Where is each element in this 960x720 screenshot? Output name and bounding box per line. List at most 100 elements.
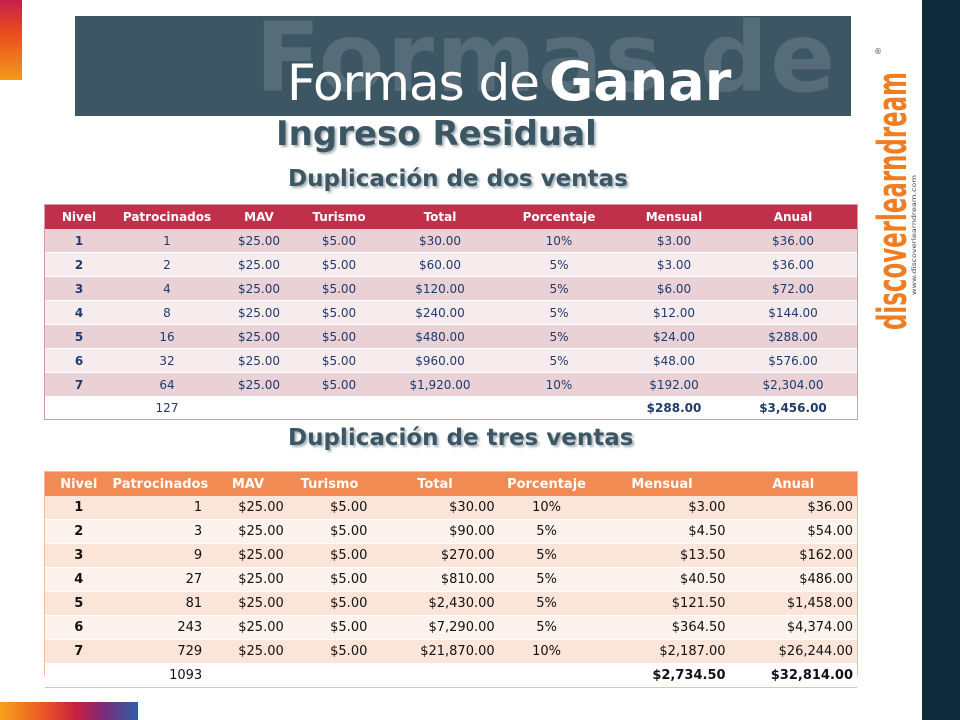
cell-total: $240.00 bbox=[381, 300, 499, 325]
discoverlearndream-logo: discoverlearndream www.discoverlearndrea… bbox=[870, 47, 918, 330]
cell-porcentaje: 10% bbox=[498, 496, 595, 520]
cell-mensual: $6.00 bbox=[619, 276, 729, 301]
cell-patrocinados: 16 bbox=[113, 324, 221, 349]
table-row: 7 729 $25.00 $5.00 $21,870.00 10% $2,187.00 $26… bbox=[45, 639, 857, 664]
cell-porcentaje: 10% bbox=[499, 372, 619, 397]
banner-title-part1: Formas de bbox=[287, 54, 540, 112]
cell-mensual: $40.50 bbox=[594, 567, 730, 592]
col-nivel: Nivel bbox=[45, 472, 113, 496]
cell-mensual: $192.00 bbox=[619, 372, 729, 397]
cell-nivel: 3 bbox=[45, 276, 113, 301]
table-row: 5 81 $25.00 $5.00 $2,430.00 5% $121.50 $1,458.0… bbox=[45, 591, 857, 616]
cell-turismo: $5.00 bbox=[287, 639, 372, 664]
cell-anual: $162.00 bbox=[729, 543, 857, 568]
cell-mav: $25.00 bbox=[221, 372, 297, 397]
empty-cell bbox=[381, 396, 499, 420]
empty-cell bbox=[221, 396, 297, 420]
cell-anual: $36.00 bbox=[729, 229, 857, 253]
table-row: 3 9 $25.00 $5.00 $270.00 5% $13.50 $162.00 bbox=[45, 543, 857, 568]
col-nivel: Nivel bbox=[45, 205, 113, 229]
cell-total: $480.00 bbox=[381, 324, 499, 349]
cell-turismo: $5.00 bbox=[297, 372, 381, 397]
table2-header-row: Nivel Patrocinados MAV Turismo Total Por… bbox=[45, 472, 857, 496]
col-anual: Anual bbox=[729, 205, 857, 229]
cell-total: $2,430.00 bbox=[371, 591, 499, 616]
banner-ghost-text: Formas de bbox=[255, 16, 838, 114]
banner-title-part2: Ganar bbox=[549, 50, 732, 113]
cell-nivel: 3 bbox=[45, 543, 113, 568]
table-row: 6 243 $25.00 $5.00 $7,290.00 5% $364.50 $4,374.… bbox=[45, 615, 857, 640]
cell-mensual: $13.50 bbox=[594, 543, 730, 568]
col-turismo: Turismo bbox=[287, 472, 372, 496]
cell-total: $270.00 bbox=[371, 543, 499, 568]
cell-patrocinados: 243 bbox=[112, 615, 209, 640]
cell-anual: $2,304.00 bbox=[729, 372, 857, 397]
cell-mav: $25.00 bbox=[221, 276, 297, 301]
cell-anual: $72.00 bbox=[729, 276, 857, 301]
table1-body: 1 1 $25.00 $5.00 $30.00 10% $3.00 $36.00 2 2 $25.0… bbox=[45, 229, 857, 420]
cell-nivel: 4 bbox=[45, 567, 113, 592]
cell-nivel: 2 bbox=[45, 252, 113, 277]
table2-body: 1 1 $25.00 $5.00 $30.00 10% $3.00 $36.00 2 3 $25.0… bbox=[45, 496, 857, 688]
cell-porcentaje: 10% bbox=[498, 639, 595, 664]
total-mensual: $288.00 bbox=[619, 396, 729, 420]
cell-anual: $576.00 bbox=[729, 348, 857, 373]
cell-total: $810.00 bbox=[371, 567, 499, 592]
cell-total: $120.00 bbox=[381, 276, 499, 301]
table-row: 4 8 $25.00 $5.00 $240.00 5% $12.00 $144.00 bbox=[45, 300, 857, 325]
cell-mav: $25.00 bbox=[221, 229, 297, 253]
cell-porcentaje: 5% bbox=[498, 543, 595, 568]
col-porcentaje: Porcentaje bbox=[499, 205, 619, 229]
cell-mensual: $48.00 bbox=[619, 348, 729, 373]
cell-anual: $144.00 bbox=[729, 300, 857, 325]
table-total-row: 1093 $2,734.50 $32,814.00 bbox=[45, 663, 857, 688]
cell-nivel: 4 bbox=[45, 300, 113, 325]
cell-mav: $25.00 bbox=[208, 496, 288, 520]
cell-patrocinados: 2 bbox=[113, 252, 221, 277]
section-title-two-sales: Duplicación de dos ventas bbox=[288, 166, 628, 192]
table1-header-row: Nivel Patrocinados MAV Turismo Total Por… bbox=[45, 205, 857, 229]
cell-nivel: 7 bbox=[45, 639, 113, 664]
cell-turismo: $5.00 bbox=[297, 324, 381, 349]
total-patrocinados: 127 bbox=[113, 396, 221, 420]
right-dark-bar bbox=[922, 0, 960, 720]
cell-nivel: 6 bbox=[45, 615, 113, 640]
cell-patrocinados: 8 bbox=[113, 300, 221, 325]
col-patrocinados: Patrocinados bbox=[113, 205, 221, 229]
cell-mensual: $12.00 bbox=[619, 300, 729, 325]
cell-porcentaje: 5% bbox=[499, 252, 619, 277]
total-mensual: $2,734.50 bbox=[594, 663, 730, 688]
cell-porcentaje: 5% bbox=[498, 591, 595, 616]
table-duplicacion-dos-ventas: Nivel Patrocinados MAV Turismo Total Por… bbox=[45, 205, 857, 420]
cell-anual: $36.00 bbox=[729, 496, 857, 520]
cell-total: $30.00 bbox=[381, 229, 499, 253]
cell-mensual: $3.00 bbox=[594, 496, 730, 520]
cell-total: $1,920.00 bbox=[381, 372, 499, 397]
cell-total: $7,290.00 bbox=[371, 615, 499, 640]
section-title-three-sales: Duplicación de tres ventas bbox=[288, 425, 634, 451]
empty-cell bbox=[45, 663, 113, 688]
col-mensual: Mensual bbox=[594, 472, 730, 496]
cell-nivel: 7 bbox=[45, 372, 113, 397]
table-duplicacion-tres-ventas: Nivel Patrocinados MAV Turismo Total Por… bbox=[45, 472, 857, 688]
cell-nivel: 6 bbox=[45, 348, 113, 373]
cell-patrocinados: 3 bbox=[112, 519, 209, 544]
cell-patrocinados: 4 bbox=[113, 276, 221, 301]
col-turismo: Turismo bbox=[297, 205, 381, 229]
col-mav: MAV bbox=[208, 472, 288, 496]
cell-turismo: $5.00 bbox=[287, 591, 372, 616]
table1-frame bbox=[44, 204, 858, 420]
cell-porcentaje: 5% bbox=[498, 567, 595, 592]
empty-cell bbox=[208, 663, 288, 688]
cell-total: $21,870.00 bbox=[371, 639, 499, 664]
cell-nivel: 1 bbox=[45, 496, 113, 520]
empty-cell bbox=[45, 396, 113, 420]
cell-mav: $25.00 bbox=[221, 300, 297, 325]
cell-nivel: 2 bbox=[45, 519, 113, 544]
cell-total: $60.00 bbox=[381, 252, 499, 277]
cell-total: $90.00 bbox=[371, 519, 499, 544]
cell-mensual: $2,187.00 bbox=[594, 639, 730, 664]
col-mensual: Mensual bbox=[619, 205, 729, 229]
empty-cell bbox=[499, 396, 619, 420]
cell-nivel: 1 bbox=[45, 229, 113, 253]
